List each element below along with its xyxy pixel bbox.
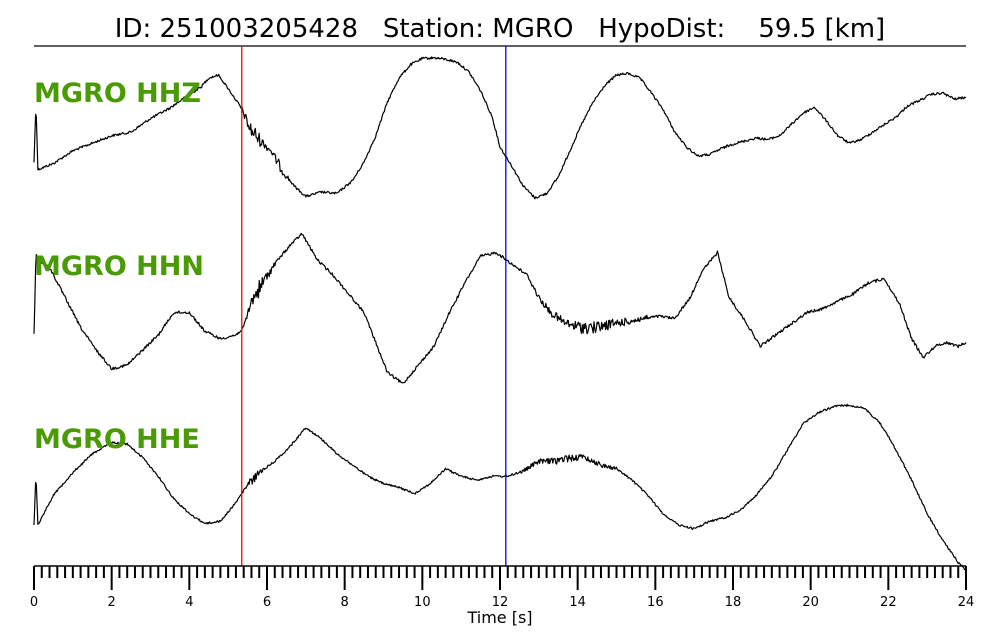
x-tick-label: 20 [802, 595, 819, 610]
title-dist-value: 59.5 [758, 14, 816, 44]
trace-line-1 [33, 56, 967, 200]
trace-label-group: MGRO HHZ MGRO HHN MGRO HHE [34, 78, 204, 455]
title-dist-unit: [km] [825, 14, 886, 44]
x-tick-label: 2 [108, 595, 116, 610]
trace-label-2: MGRO HHN [34, 251, 204, 282]
trace-label-1: MGRO HHZ [34, 78, 201, 109]
trace-line-3 [33, 403, 967, 571]
title-station-label: Station: [383, 14, 484, 44]
title-id-label: ID: [115, 14, 151, 44]
x-tick-label: 14 [569, 595, 586, 610]
title-station-value: MGRO [492, 14, 573, 44]
x-tick-label: 22 [880, 595, 897, 610]
trace-line-2 [33, 232, 967, 384]
x-tick-label: 24 [958, 595, 975, 610]
x-axis-label: Time [s] [466, 608, 532, 627]
x-axis: 0 2 4 6 8 10 12 14 16 18 20 22 24 [30, 565, 975, 610]
x-tick-label: 12 [492, 595, 509, 610]
x-tick-label: 10 [414, 595, 431, 610]
x-tick-label: 18 [725, 595, 742, 610]
x-tick-label: 0 [30, 595, 38, 610]
x-tick-label: 8 [341, 595, 349, 610]
title-dist-label: HypoDist: [598, 14, 725, 44]
x-tick-label: 6 [263, 595, 271, 610]
title-id-value: 251003205428 [160, 14, 359, 44]
x-tick-label: 16 [647, 595, 664, 610]
trace-label-3: MGRO HHE [34, 424, 200, 455]
chart-title: ID: 251003205428 Station: MGRO HypoDist:… [115, 14, 885, 44]
marker-group [241, 46, 507, 566]
x-tick-label: 4 [185, 595, 193, 610]
trace-group [33, 56, 967, 571]
